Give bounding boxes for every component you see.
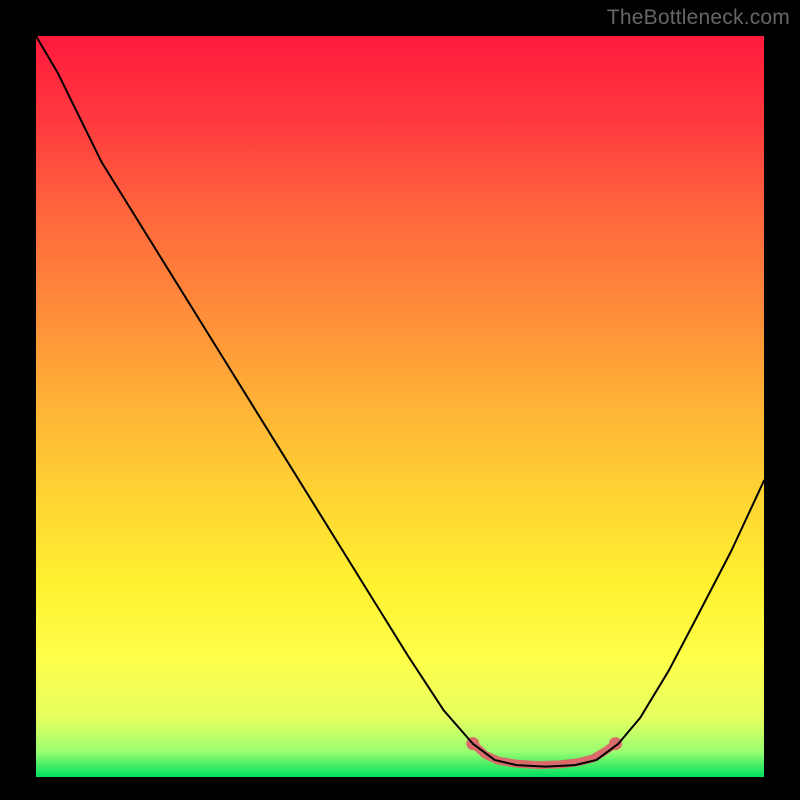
chart-svg (0, 0, 800, 800)
chart-frame: TheBottleneck.com (0, 0, 800, 800)
watermark-text: TheBottleneck.com (607, 6, 790, 30)
plot-background (36, 36, 764, 777)
